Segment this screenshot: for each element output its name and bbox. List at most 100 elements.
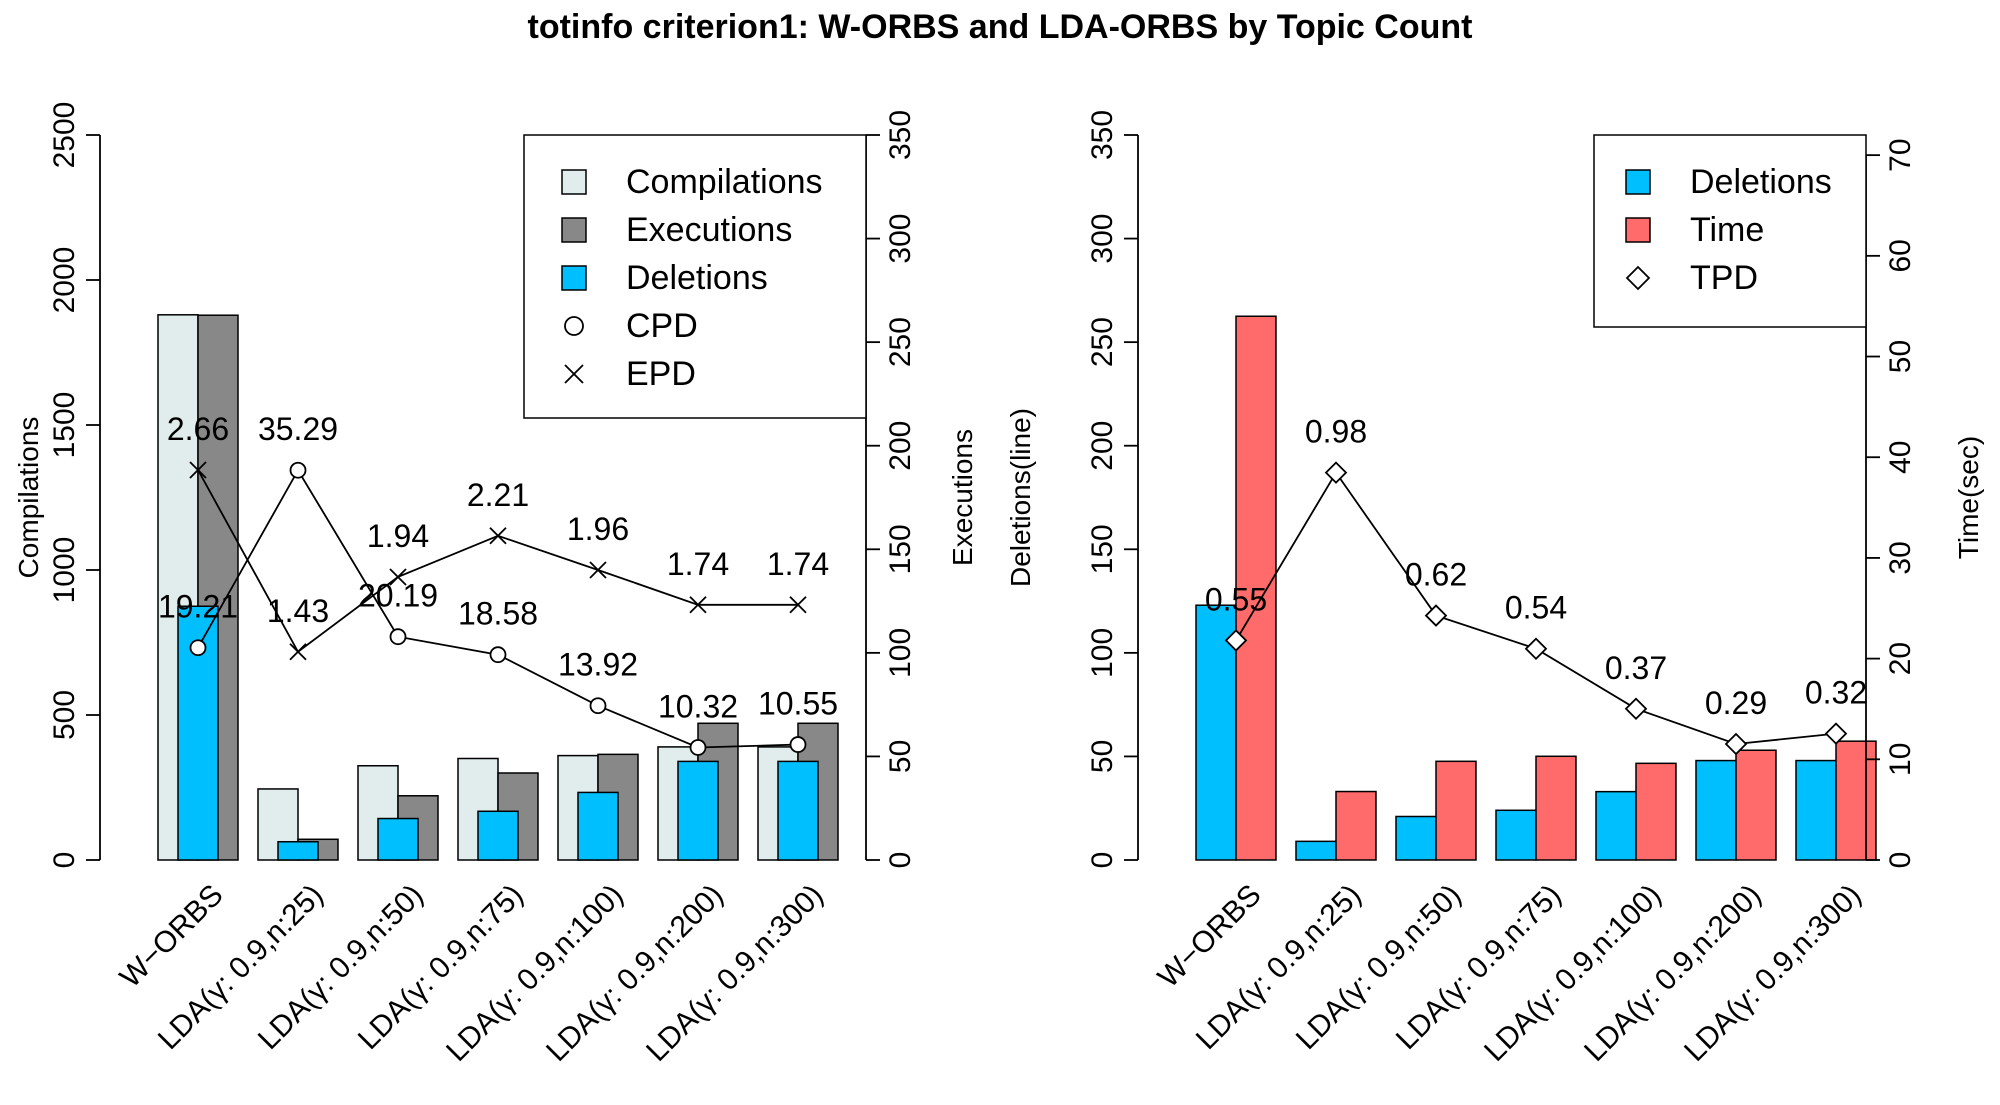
- x-tick-label: LDA(γ: 0.9,n:300): [1678, 878, 1868, 1068]
- bar-deletions: [677, 760, 719, 861]
- y-tick-label-left: 500: [48, 690, 81, 740]
- panel-right: 0.550.980.620.540.370.29 0.32050100150200…: [1005, 110, 1984, 1068]
- point-epd: [189, 461, 207, 479]
- y-axis-label-right: Time(sec): [1953, 436, 1984, 559]
- point-epd: [489, 527, 507, 545]
- point-cpd: [289, 461, 307, 479]
- legend-swatch-epd: [564, 364, 584, 384]
- y-tick-label-right: 250: [884, 317, 917, 367]
- data-label-tpd: 0.37: [1605, 650, 1667, 686]
- point-cpd: [689, 739, 707, 756]
- y-tick-label-right: 100: [884, 628, 917, 678]
- y-tick-label-left: 1500: [48, 392, 81, 459]
- bar-deletions: [1395, 815, 1437, 861]
- point-tpd: [1824, 722, 1848, 745]
- y-tick-label-right: 300: [884, 214, 917, 264]
- point-tpd: [1424, 604, 1448, 627]
- bar-deletions: [277, 840, 319, 861]
- data-label-epd: 2.21: [467, 477, 529, 513]
- y-tick-label-right: 40: [1884, 441, 1917, 474]
- point-cpd: [589, 697, 607, 715]
- data-label-epd: 1.43: [267, 593, 329, 629]
- legend-label-epd: EPD: [626, 355, 696, 393]
- legend-swatch-compilations: [561, 169, 587, 195]
- legend-swatch-tpd: [1625, 265, 1651, 291]
- point-tpd: [1624, 697, 1648, 721]
- point-epd: [389, 568, 407, 586]
- bar-deletions: [777, 760, 819, 861]
- y-tick-label-right: 60: [1884, 239, 1917, 272]
- x-tick-label: LDA(γ: 0.9,n:200): [540, 878, 730, 1068]
- x-tick-label: LDA(γ: 0.9,n:200): [1578, 878, 1768, 1068]
- y-tick-label-left: 350: [1086, 110, 1119, 160]
- y-tick-label-right: 50: [884, 740, 917, 773]
- y-tick-label-right: 150: [884, 524, 917, 574]
- data-label-tpd: 0.32: [1805, 675, 1867, 711]
- x-tick-label: LDA(γ: 0.9,n:300): [640, 878, 830, 1068]
- y-tick-label-right: 10: [1884, 743, 1917, 776]
- data-label-epd: 1.96: [567, 511, 629, 547]
- data-label-tpd: 0.55: [1205, 581, 1267, 617]
- legend-label-deletions: Deletions: [626, 259, 768, 297]
- y-tick-label-left: 200: [1086, 421, 1119, 471]
- data-label-cpd: 19.21: [158, 589, 238, 625]
- data-label-epd: 1.74: [667, 546, 729, 582]
- data-label-cpd: 10.55: [758, 686, 838, 722]
- legend-swatch-deletions: [1625, 169, 1651, 195]
- y-tick-label-right: 20: [1884, 642, 1917, 675]
- point-epd: [689, 596, 707, 614]
- bar-time: [1535, 755, 1577, 861]
- x-tick-label: LDA(γ: 0.9,n:100): [440, 878, 630, 1068]
- panel-left: 19.21 35.29 20.19 18.58 13.92 10.32 10.55 2.66 1…: [13, 102, 978, 1068]
- legend-swatch-executions: [561, 217, 587, 243]
- legend-label-deletions: Deletions: [1690, 163, 1832, 201]
- bar-deletions: [1695, 759, 1737, 861]
- y-tick-label-left: 2500: [48, 102, 81, 169]
- bar-time: [1435, 760, 1477, 861]
- y-tick-label-left: 1000: [48, 537, 81, 604]
- y-tick-label-left: 100: [1086, 628, 1119, 678]
- bar-deletions: [577, 791, 619, 861]
- data-label-cpd: 18.58: [458, 596, 538, 632]
- legend: Compilations Executions Deletions CPD EPD: [523, 134, 867, 419]
- y-tick-label-left: 0: [48, 852, 81, 869]
- chart-title: totinfo criterion1: W-ORBS and LDA-ORBS …: [528, 8, 1473, 46]
- point-cpd: [189, 639, 207, 657]
- y-tick-label-left: 2000: [48, 247, 81, 314]
- legend-label-compilations: Compilations: [626, 163, 823, 201]
- bar-time: [1735, 749, 1777, 861]
- data-label-epd: 1.94: [367, 518, 429, 554]
- y-axis-label-left: Deletions(line): [1005, 408, 1036, 587]
- data-label-tpd: 0.62: [1405, 557, 1467, 593]
- data-label-tpd: 0.98: [1305, 414, 1367, 450]
- y-tick-label-right: 350: [884, 110, 917, 160]
- point-epd: [589, 561, 607, 579]
- point-cpd: [389, 628, 407, 646]
- point-tpd: [1224, 629, 1248, 652]
- data-label-tpd: 0.54: [1505, 590, 1567, 626]
- legend: Deletions Time TPD: [1593, 134, 1867, 328]
- data-label-epd: 1.74: [767, 546, 829, 582]
- y-tick-label-right: 70: [1884, 138, 1917, 171]
- legend-label-time: Time: [1690, 211, 1764, 249]
- data-label-epd: 2.66: [167, 411, 229, 447]
- data-label-tpd: 0.29: [1705, 685, 1767, 721]
- legend-label-executions: Executions: [626, 211, 792, 249]
- bar-time: [1335, 790, 1377, 861]
- point-cpd: [789, 736, 807, 753]
- point-cpd: [489, 646, 507, 664]
- bar-time: [1835, 740, 1877, 861]
- bar-deletions: [377, 817, 419, 861]
- y-axis-label-right: Executions: [947, 429, 978, 566]
- bar-deletions: [1495, 809, 1537, 861]
- y-tick-label-left: 0: [1086, 852, 1119, 869]
- legend-swatch-cpd: [564, 316, 584, 336]
- y-tick-label-left: 50: [1086, 740, 1119, 773]
- bar-deletions: [477, 810, 519, 861]
- point-tpd: [1724, 732, 1748, 756]
- y-axis-label-left: Compilations: [13, 417, 44, 579]
- bar-deletions: [1795, 759, 1837, 861]
- point-tpd: [1524, 637, 1548, 660]
- bar-deletions: [1195, 604, 1237, 861]
